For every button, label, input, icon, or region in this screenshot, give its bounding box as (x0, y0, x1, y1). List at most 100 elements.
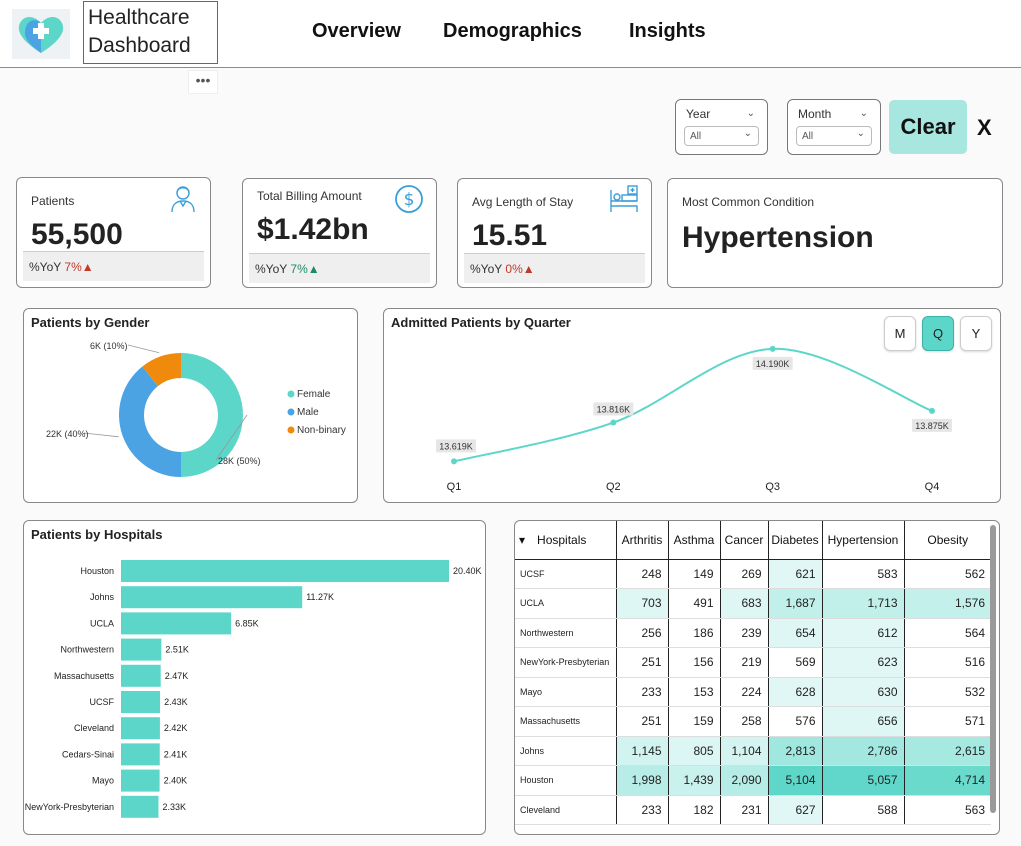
clear-filters-button[interactable]: Clear (889, 100, 967, 154)
condition-matrix-panel: ▾ Hospitals Arthritis Asthma Cancer Diabetes H… (514, 520, 1000, 835)
table-cell: 233 (615, 795, 668, 825)
table-row[interactable]: UCSF 248 149 269 621 583 562 (515, 559, 991, 589)
bar-ucsf (121, 691, 161, 713)
table-cell: 569 (767, 647, 822, 678)
series-line (453, 347, 933, 463)
table-row[interactable]: Massachusetts 251 159 258 576 656 571 (515, 706, 991, 737)
chevron-down-icon[interactable]: ⌄ (859, 108, 868, 119)
kpi-value: 15.51 (472, 219, 548, 252)
table-cell: 251 (615, 647, 668, 678)
data-point (610, 419, 617, 426)
tab-overview[interactable]: Overview (312, 20, 401, 42)
table-cell: 5,104 (767, 765, 822, 796)
table-cell: 1,713 (821, 588, 904, 619)
granularity-year-button[interactable]: Y (960, 316, 992, 351)
gender-donut-chart[interactable]: 28K (50%) 22K (40%) 6K (10%) Female Male Non-… (24, 309, 359, 504)
table-cell: 630 (821, 677, 904, 707)
kpi-yoy: %YoY 7%▲ (249, 253, 430, 283)
table-row[interactable]: Cleveland 233 182 231 627 588 563 (515, 795, 991, 825)
column-header-obesity[interactable]: Obesity (903, 521, 991, 560)
table-cell: 562 (903, 559, 991, 589)
gender-chart-panel: Patients by Gender 28K (50%) 22K (40%) 6K … (23, 308, 358, 503)
table-cell: 224 (719, 677, 768, 707)
table-cell: 628 (767, 677, 822, 707)
tab-demographics[interactable]: Demographics (443, 20, 582, 42)
table-cell: 2,615 (903, 736, 991, 766)
legend-item: Non-binary (297, 425, 346, 436)
data-label: 13.619K (439, 441, 473, 451)
table-cell: 656 (821, 706, 904, 737)
column-header-asthma[interactable]: Asthma (667, 521, 720, 560)
app-title: Healthcare Dashboard (83, 1, 218, 64)
sort-descending-icon[interactable]: ▾ (519, 532, 526, 547)
year-slicer[interactable]: Year ⌄ All ⌄ (675, 99, 768, 155)
leader-line (127, 344, 160, 354)
table-cell: 1,104 (719, 736, 768, 766)
table-cell: 251 (615, 706, 668, 737)
column-header-cancer[interactable]: Cancer (719, 521, 768, 560)
kpi-value: $1.42bn (257, 213, 369, 246)
row-header: NewYork-Presbyterian (515, 647, 616, 678)
data-point (451, 458, 457, 465)
data-label-bg (912, 418, 952, 432)
table-cell: 683 (719, 588, 768, 619)
bar-mayo (121, 769, 160, 792)
data-label-bg (436, 439, 476, 453)
table-cell: 491 (667, 588, 720, 619)
table-cell: 153 (667, 677, 720, 707)
data-label: 14.190K (756, 359, 790, 369)
table-cell: 583 (821, 559, 904, 589)
column-header-arthritis[interactable]: Arthritis (615, 521, 668, 560)
table-row[interactable]: Johns 1,145 805 1,104 2,813 2,786 2,615 (515, 736, 991, 766)
hospital-bar-chart[interactable]: Houston 20.40K Johns 11.27K UCLA 6.85K Northwe… (24, 521, 487, 836)
table-row[interactable]: Mayo 233 153 224 628 630 532 (515, 677, 991, 707)
table-row[interactable]: Houston 1,998 1,439 2,090 5,104 5,057 4,714 (515, 765, 991, 796)
column-header-hypertension[interactable]: Hypertension (821, 521, 904, 560)
kpi-label: Most Common Condition (682, 195, 815, 209)
kpi-card-patients: Patients 55,500 %YoY 7%▲ (16, 177, 211, 288)
granularity-month-button[interactable]: M (884, 316, 916, 351)
table-cell: 612 (821, 618, 904, 648)
table-cell: 2,786 (821, 736, 904, 766)
kpi-label: Avg Length of Stay (472, 195, 574, 209)
kpi-label: Patients (31, 194, 75, 208)
table-cell: 621 (767, 559, 822, 589)
table-row[interactable]: Northwestern 256 186 239 654 612 564 (515, 618, 991, 648)
column-header-hospitals[interactable]: ▾ Hospitals (515, 521, 616, 560)
month-slicer[interactable]: Month ⌄ All ⌄ (787, 99, 881, 155)
row-header: Massachusetts (515, 706, 616, 737)
dollar-icon: $ (395, 185, 423, 213)
close-button[interactable]: X (977, 115, 992, 140)
table-cell: 1,576 (903, 588, 991, 619)
table-cell: 654 (767, 618, 822, 648)
data-label: 6.85K (235, 618, 259, 628)
row-header: UCLA (515, 588, 616, 619)
condition-matrix[interactable]: ▾ Hospitals Arthritis Asthma Cancer Diabetes H… (515, 521, 991, 825)
quarter-line-chart[interactable]: 13.619K Q1 13.816K Q2 14.190K Q3 13.875K Q4 (384, 309, 1002, 504)
table-cell: 182 (667, 795, 720, 825)
kpi-card-billing: Total Billing Amount $ $1.42bn %YoY 7%▲ (242, 178, 437, 288)
column-header-diabetes[interactable]: Diabetes (767, 521, 822, 560)
data-label: 13.875K (915, 421, 949, 431)
more-options-button[interactable]: ••• (188, 70, 218, 94)
vertical-scrollbar[interactable] (990, 525, 996, 813)
table-cell: 233 (615, 677, 668, 707)
row-header: Houston (515, 765, 616, 796)
table-cell: 5,057 (821, 765, 904, 796)
data-label: 13.816K (597, 405, 631, 415)
data-label: 20.40K (453, 566, 482, 576)
trend-up-icon: ▲ (81, 260, 94, 274)
tab-insights[interactable]: Insights (629, 20, 706, 42)
table-row[interactable]: NewYork-Presbyterian 251 156 219 569 623 516 (515, 647, 991, 678)
table-cell: 2,813 (767, 736, 822, 766)
chevron-down-icon[interactable]: ⌄ (746, 108, 755, 119)
chart-title: Admitted Patients by Quarter (391, 315, 571, 330)
data-label: 11.27K (306, 592, 334, 602)
granularity-quarter-button[interactable]: Q (922, 316, 954, 351)
table-cell: 623 (821, 647, 904, 678)
year-dropdown[interactable]: All ⌄ (684, 126, 759, 146)
month-dropdown[interactable]: All ⌄ (796, 126, 872, 146)
month-slicer-label: Month (798, 107, 832, 121)
data-label-bg (752, 356, 793, 370)
table-row[interactable]: UCLA 703 491 683 1,687 1,713 1,576 (515, 588, 991, 619)
